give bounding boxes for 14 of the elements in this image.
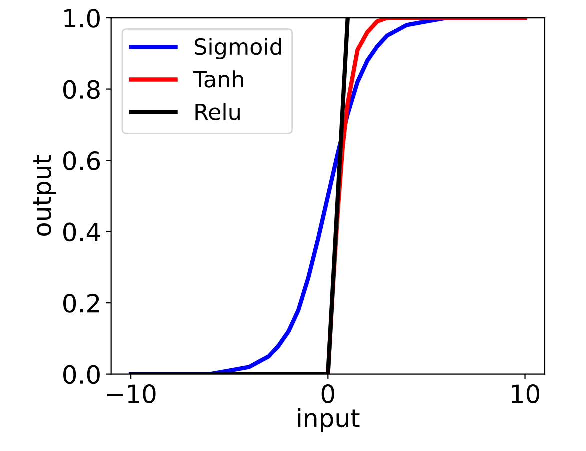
y-tick-label: 0.2 bbox=[64, 294, 100, 313]
y-tick-label: 0.4 bbox=[64, 222, 100, 242]
legend-label: Relu bbox=[196, 103, 240, 120]
legend-label: Tanh bbox=[193, 70, 244, 88]
y-tick-label: 0.0 bbox=[64, 365, 100, 384]
x-tick-label: −10 bbox=[107, 384, 156, 404]
legend-label: Sigmoid bbox=[195, 38, 282, 60]
x-axis-title: input bbox=[298, 408, 360, 432]
y-axis-title: output bbox=[34, 156, 56, 236]
y-tick-label: 0.8 bbox=[64, 80, 100, 100]
y-tick-label: 0.6 bbox=[64, 152, 100, 170]
x-tick-label: 10 bbox=[512, 384, 540, 404]
y-tick-label: 1.0 bbox=[64, 8, 100, 28]
x-tick-label: 0 bbox=[322, 384, 334, 404]
